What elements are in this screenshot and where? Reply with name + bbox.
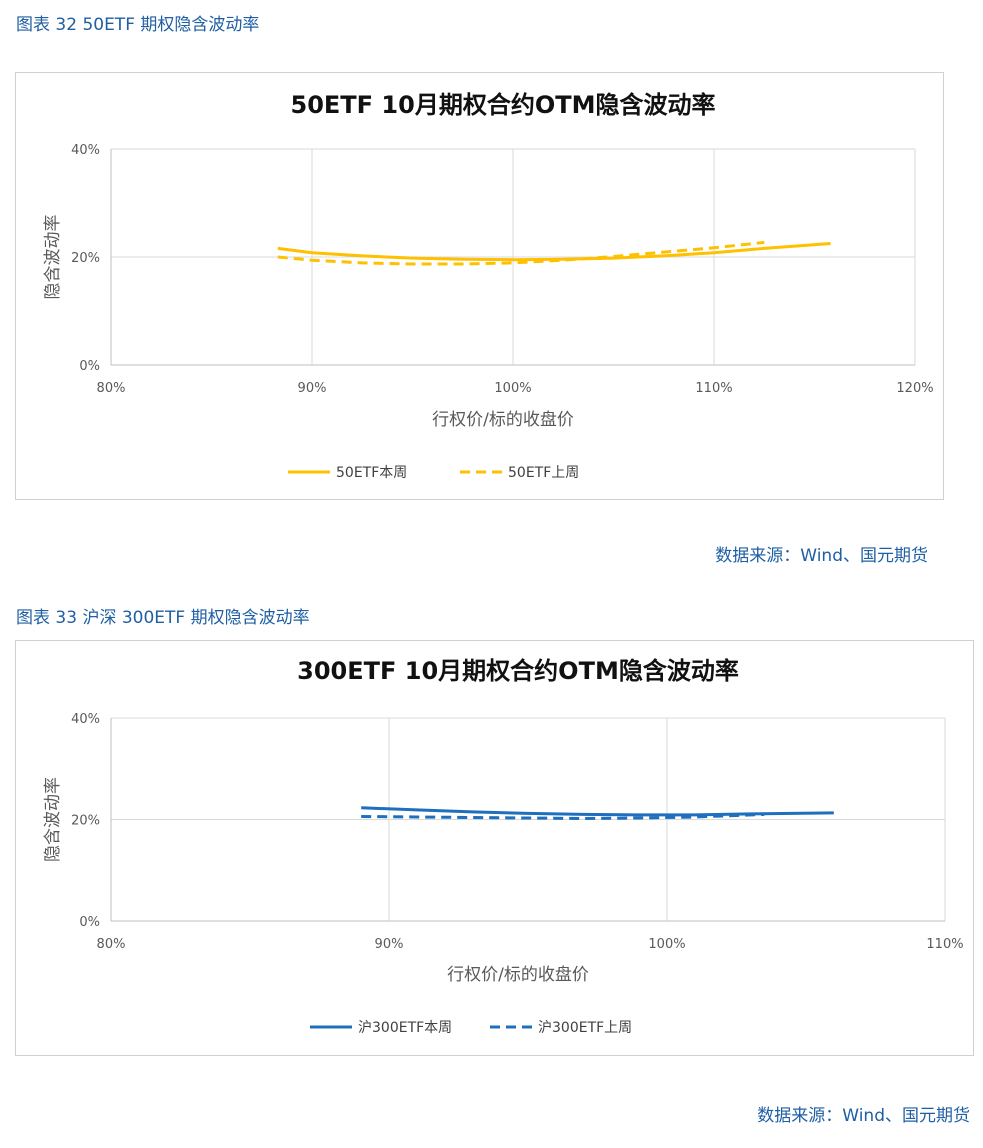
x-tick-label: 90% [298, 381, 327, 396]
x-tick-label: 90% [375, 937, 404, 952]
legend-label: 沪300ETF上周 [538, 1020, 632, 1036]
y-tick-label: 0% [79, 359, 100, 374]
legend-label: 50ETF上周 [508, 465, 579, 481]
x-tick-label: 100% [648, 937, 685, 952]
series-line-last-week [361, 812, 765, 820]
y-tick-label: 40% [71, 712, 100, 727]
figure-caption: 图表 33 沪深 300ETF 期权隐含波动率 [16, 608, 310, 628]
x-tick-label: 80% [97, 937, 126, 952]
chart-title: 300ETF 10月期权合约OTM隐含波动率 [297, 657, 739, 685]
figure-caption: 图表 32 50ETF 期权隐含波动率 [16, 15, 260, 35]
y-axis-label: 隐含波动率 [43, 215, 63, 300]
data-source: 数据来源：Wind、国元期货 [715, 546, 928, 566]
y-tick-label: 20% [71, 251, 100, 266]
x-tick-label: 120% [896, 381, 933, 396]
y-axis-label: 隐含波动率 [43, 777, 63, 862]
chart-container-300etf: 300ETF 10月期权合约OTM隐含波动率 80% 90% 100% 110% 0% 20… [15, 640, 974, 1056]
x-tick-label: 100% [494, 381, 531, 396]
x-axis-label: 行权价/标的收盘价 [432, 410, 574, 430]
x-tick-label: 80% [97, 381, 126, 396]
chart-svg-50etf: 50ETF 10月期权合约OTM隐含波动率 80% 90% 100% 110% 120% 0… [43, 91, 934, 481]
legend-label: 50ETF本周 [336, 465, 407, 481]
y-tick-label: 40% [71, 143, 100, 158]
legend-label: 沪300ETF本周 [358, 1020, 452, 1036]
chart-title: 50ETF 10月期权合约OTM隐含波动率 [291, 91, 716, 119]
y-tick-label: 20% [71, 814, 100, 829]
chart-svg-300etf: 300ETF 10月期权合约OTM隐含波动率 80% 90% 100% 110% 0% 20… [43, 657, 964, 1036]
x-tick-label: 110% [926, 937, 963, 952]
x-axis-label: 行权价/标的收盘价 [447, 965, 589, 985]
series-line-this-week [277, 242, 831, 262]
x-tick-label: 110% [695, 381, 732, 396]
data-source: 数据来源：Wind、国元期货 [757, 1106, 970, 1126]
series-line-last-week [277, 240, 765, 266]
y-tick-label: 0% [79, 915, 100, 930]
chart-container-50etf: 50ETF 10月期权合约OTM隐含波动率 80% 90% 100% 110% 120% 0… [15, 72, 944, 500]
